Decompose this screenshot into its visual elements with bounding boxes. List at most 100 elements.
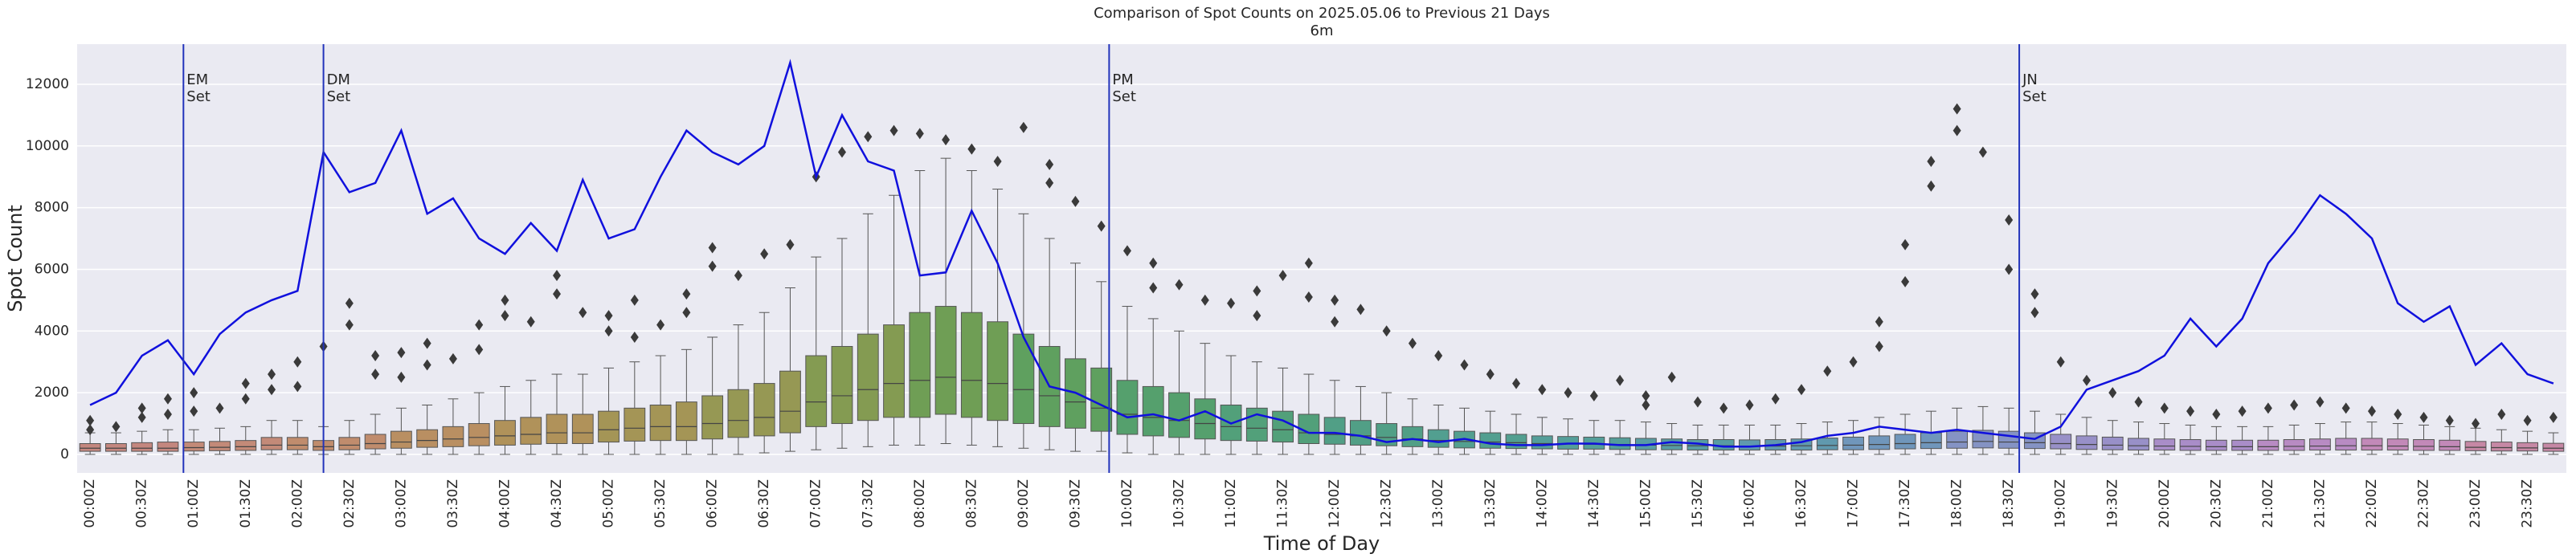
box — [2413, 411, 2435, 455]
box — [1012, 121, 1035, 449]
box — [494, 294, 516, 455]
x-tick-label: 19:30Z — [2104, 479, 2120, 528]
box — [571, 307, 594, 455]
flier — [553, 270, 562, 282]
box-body — [2179, 439, 2202, 451]
flier — [2445, 414, 2454, 426]
box-body — [2490, 442, 2513, 452]
box-body — [1609, 437, 1631, 450]
flier — [241, 393, 250, 405]
box-body — [2283, 439, 2305, 451]
box — [1894, 238, 1916, 455]
flier — [112, 421, 121, 433]
y-tick-label: 10000 — [26, 138, 69, 154]
x-tick-label: 20:00Z — [2157, 479, 2173, 528]
flier — [1304, 257, 1313, 269]
box-body — [1245, 407, 1268, 442]
flier — [1331, 316, 1339, 328]
box-body — [1142, 385, 1164, 437]
box — [1116, 245, 1139, 454]
flier — [371, 350, 380, 362]
marks — [79, 44, 2565, 473]
flier — [2523, 414, 2532, 426]
flier — [708, 260, 717, 272]
flier — [2005, 214, 2014, 226]
box-body — [1427, 429, 1450, 448]
x-tick-label: 18:30Z — [2001, 479, 2017, 528]
flier — [1278, 270, 1287, 282]
box — [934, 134, 957, 445]
x-tick-label: 04:00Z — [497, 479, 513, 528]
chart-title: Comparison of Spot Counts on 2025.05.06 … — [1094, 5, 1550, 22]
box-body — [364, 434, 386, 450]
box-body — [1194, 398, 1216, 440]
y-tick-label: 0 — [60, 446, 69, 462]
flier — [1486, 369, 1494, 381]
x-tick-label: 00:30Z — [134, 479, 150, 528]
y-tick-label: 2000 — [35, 385, 69, 401]
box — [2128, 396, 2149, 455]
box-body — [831, 345, 853, 425]
flier — [1952, 103, 1961, 115]
box-body — [286, 437, 309, 450]
box — [1454, 359, 1475, 455]
box — [883, 124, 905, 446]
box — [2361, 405, 2383, 455]
box — [2517, 414, 2539, 455]
box-body — [1816, 438, 1838, 450]
flier — [501, 310, 509, 322]
box — [2386, 409, 2409, 455]
flier — [1019, 121, 1028, 133]
flier — [1175, 279, 1184, 291]
x-tick-label: 17:00Z — [1846, 479, 1862, 528]
flier — [1149, 257, 1158, 269]
x-tick-label: 17:30Z — [1897, 479, 1913, 528]
flier — [1719, 402, 1728, 414]
flier — [1797, 384, 1806, 396]
flier — [864, 131, 873, 143]
box-body — [520, 417, 542, 445]
flier — [2316, 396, 2325, 408]
box — [987, 155, 1009, 447]
box-body — [960, 312, 983, 418]
flier — [1952, 124, 1961, 136]
flier — [682, 307, 691, 319]
flier — [2160, 402, 2169, 414]
flier — [1460, 359, 1469, 371]
flier — [1200, 294, 1209, 306]
box-body — [2075, 435, 2098, 450]
flier — [1642, 389, 1650, 401]
flier — [2394, 409, 2402, 421]
box-body — [1012, 333, 1035, 425]
flier — [423, 337, 431, 349]
box — [390, 347, 412, 455]
flier — [1512, 377, 1521, 389]
x-tick-label: 07:00Z — [808, 479, 824, 528]
flier — [2030, 307, 2039, 319]
flier — [1097, 220, 1106, 232]
box-body — [182, 442, 205, 452]
x-tick-label: 01:30Z — [238, 479, 254, 528]
flier — [1045, 158, 1054, 170]
box-body — [1531, 435, 1553, 450]
x-tick-label: 05:30Z — [652, 479, 669, 528]
x-tick-label: 13:30Z — [1482, 479, 1499, 528]
box — [338, 297, 361, 455]
flier — [967, 143, 976, 155]
box-body — [883, 324, 905, 418]
flier — [2419, 411, 2428, 423]
box — [1687, 396, 1709, 455]
flier — [604, 310, 613, 322]
box — [1972, 146, 1994, 455]
x-tick-label: 00:00Z — [82, 479, 98, 528]
box-body — [1739, 439, 1760, 451]
box-body — [2231, 439, 2254, 451]
box-body — [805, 355, 828, 427]
flier — [86, 424, 95, 436]
annotation-label: Set — [2022, 88, 2046, 105]
box — [2205, 409, 2227, 455]
box-body — [753, 383, 775, 437]
box-body — [2101, 436, 2124, 450]
box-body — [79, 443, 101, 452]
